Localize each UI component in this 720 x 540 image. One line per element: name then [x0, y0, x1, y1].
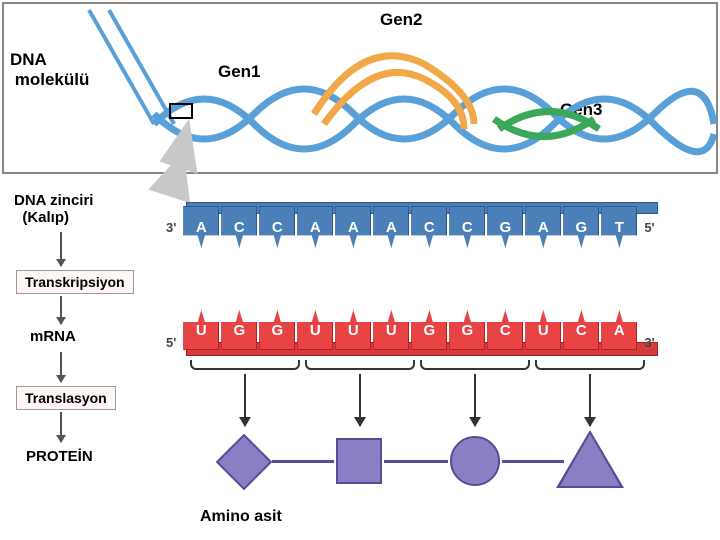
rna-base: U — [373, 310, 409, 350]
rna-base: U — [183, 310, 219, 350]
dna-bases-row: 3' ACCAAACCGAGT 5' — [160, 206, 661, 248]
zoom-arrow-icon — [130, 118, 220, 208]
amino-acid-label: Amino asit — [200, 508, 282, 526]
flow-arrow-icon — [60, 412, 62, 442]
dna-helix-icon — [4, 4, 716, 170]
amino-triangle-icon — [560, 434, 620, 486]
down-arrow-icon — [244, 374, 246, 426]
mrna-5prime: 5' — [166, 335, 176, 350]
down-arrow-icon — [359, 374, 361, 426]
translation-box: Translasyon — [16, 386, 116, 410]
peptide-bond-icon — [502, 460, 564, 463]
down-arrow-icon — [589, 374, 591, 426]
rna-base: G — [259, 310, 295, 350]
down-arrow-icon — [474, 374, 476, 426]
rna-base: G — [449, 310, 485, 350]
dna-base: T — [601, 206, 637, 248]
mrna-label: mRNA — [30, 328, 76, 345]
mrna-3prime: 3' — [644, 335, 654, 350]
flow-arrow-icon — [60, 232, 62, 266]
dna-base: A — [297, 206, 333, 248]
dna-base: A — [335, 206, 371, 248]
codon-bracket-icon — [420, 360, 530, 370]
peptide-bond-icon — [272, 460, 334, 463]
rna-base: U — [335, 310, 371, 350]
rna-base: U — [525, 310, 561, 350]
rna-base: U — [297, 310, 333, 350]
rna-base: G — [411, 310, 447, 350]
dna-base: C — [449, 206, 485, 248]
dna-base: C — [221, 206, 257, 248]
panel-divider — [2, 172, 718, 174]
flow-arrow-icon — [60, 296, 62, 324]
flow-arrow-icon — [60, 352, 62, 382]
dna-base: G — [487, 206, 523, 248]
dna-strand-label: DNA zinciri (Kalıp) — [14, 192, 93, 226]
dna-base: G — [563, 206, 599, 248]
dna-3prime: 3' — [166, 220, 176, 235]
dna-base: A — [525, 206, 561, 248]
rna-base: A — [601, 310, 637, 350]
amino-square-icon — [336, 438, 382, 484]
dna-base: C — [259, 206, 295, 248]
amino-circle-icon — [450, 436, 500, 486]
rna-base: G — [221, 310, 257, 350]
dna-base: A — [183, 206, 219, 248]
dna-5prime: 5' — [644, 220, 654, 235]
dna-base: C — [411, 206, 447, 248]
amino-diamond-icon — [216, 434, 273, 491]
dna-base: A — [373, 206, 409, 248]
rna-base: C — [487, 310, 523, 350]
codon-bracket-icon — [305, 360, 415, 370]
codon-bracket-icon — [535, 360, 645, 370]
rna-base: C — [563, 310, 599, 350]
mrna-bases-row: 5' UGGUUUGGCUCA 3' — [160, 310, 661, 350]
protein-label: PROTEİN — [26, 448, 93, 465]
codon-bracket-icon — [190, 360, 300, 370]
peptide-bond-icon — [384, 460, 448, 463]
transcription-box: Transkripsiyon — [16, 270, 134, 294]
